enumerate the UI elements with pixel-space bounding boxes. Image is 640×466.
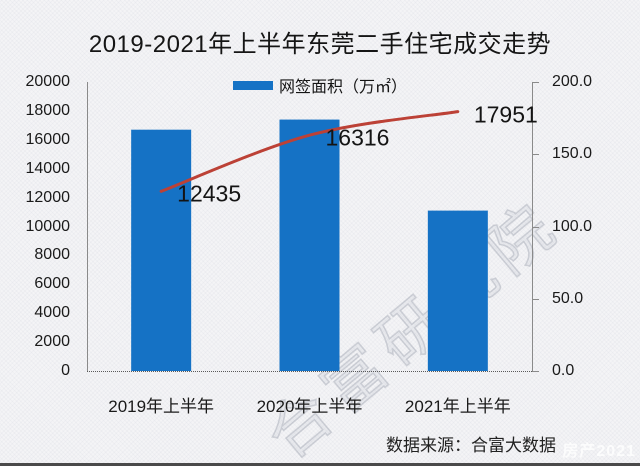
trend-line <box>159 110 460 193</box>
left-axis-tick-label: 20000 <box>25 73 71 90</box>
bar-2020年上半年 <box>279 119 340 371</box>
x-axis-category-label: 2019年上半年 <box>108 397 215 416</box>
left-axis-line <box>87 82 88 372</box>
x-axis-line <box>87 371 534 372</box>
right-axis-tick-label: 200.0 <box>552 73 593 90</box>
right-axis-tickmark <box>532 226 539 228</box>
data-label-17951: 17951 <box>473 101 538 128</box>
right-axis-tick-label: 50.0 <box>552 289 584 307</box>
right-axis-tickmark <box>532 82 539 83</box>
left-axis-tick-label: 16000 <box>25 130 71 148</box>
plot-area <box>87 82 532 371</box>
left-axis-tick-label: 12000 <box>25 188 71 206</box>
right-axis-tickmark <box>532 154 539 156</box>
left-axis-tick-label: 4000 <box>34 304 70 322</box>
legend: 网签面积（万㎡） <box>0 76 640 96</box>
bottom-edge-strip <box>0 463 640 466</box>
left-axis-tick-label: 10000 <box>25 217 71 235</box>
legend-label: 网签面积（万㎡） <box>278 79 407 96</box>
right-axis-tick-label: 100.0 <box>552 217 593 235</box>
left-axis-tick-label: 6000 <box>34 275 70 293</box>
bottom-right-watermark: 房产2021 <box>562 443 636 460</box>
bar-2019年上半年 <box>131 129 192 371</box>
right-axis-tick-label: 150.0 <box>552 145 593 163</box>
left-axis-tick-label: 8000 <box>34 246 70 264</box>
x-axis-category-label: 2021年上半年 <box>404 397 511 416</box>
bar-2021年上半年 <box>427 210 488 371</box>
source-note: 数据来源：合富大数据 <box>386 436 556 455</box>
legend-swatch-icon <box>232 80 273 90</box>
x-axis-category-label: 2020年上半年 <box>256 397 363 416</box>
data-label-16316: 16316 <box>325 124 390 151</box>
right-axis-tickmark <box>532 371 539 372</box>
right-axis-tick-label: 0.0 <box>552 362 575 379</box>
plot-svg <box>131 110 488 371</box>
right-axis-tickmark <box>532 298 539 300</box>
data-label-12435: 12435 <box>177 180 242 207</box>
left-axis-tick-label: 2000 <box>34 333 70 351</box>
chart-title: 2019-2021年上半年东莞二手住宅成交走势 <box>88 31 552 58</box>
left-axis-tick-label: 0 <box>61 362 70 379</box>
left-axis-tick-label: 14000 <box>25 159 71 177</box>
left-axis-tick-label: 18000 <box>25 101 71 119</box>
